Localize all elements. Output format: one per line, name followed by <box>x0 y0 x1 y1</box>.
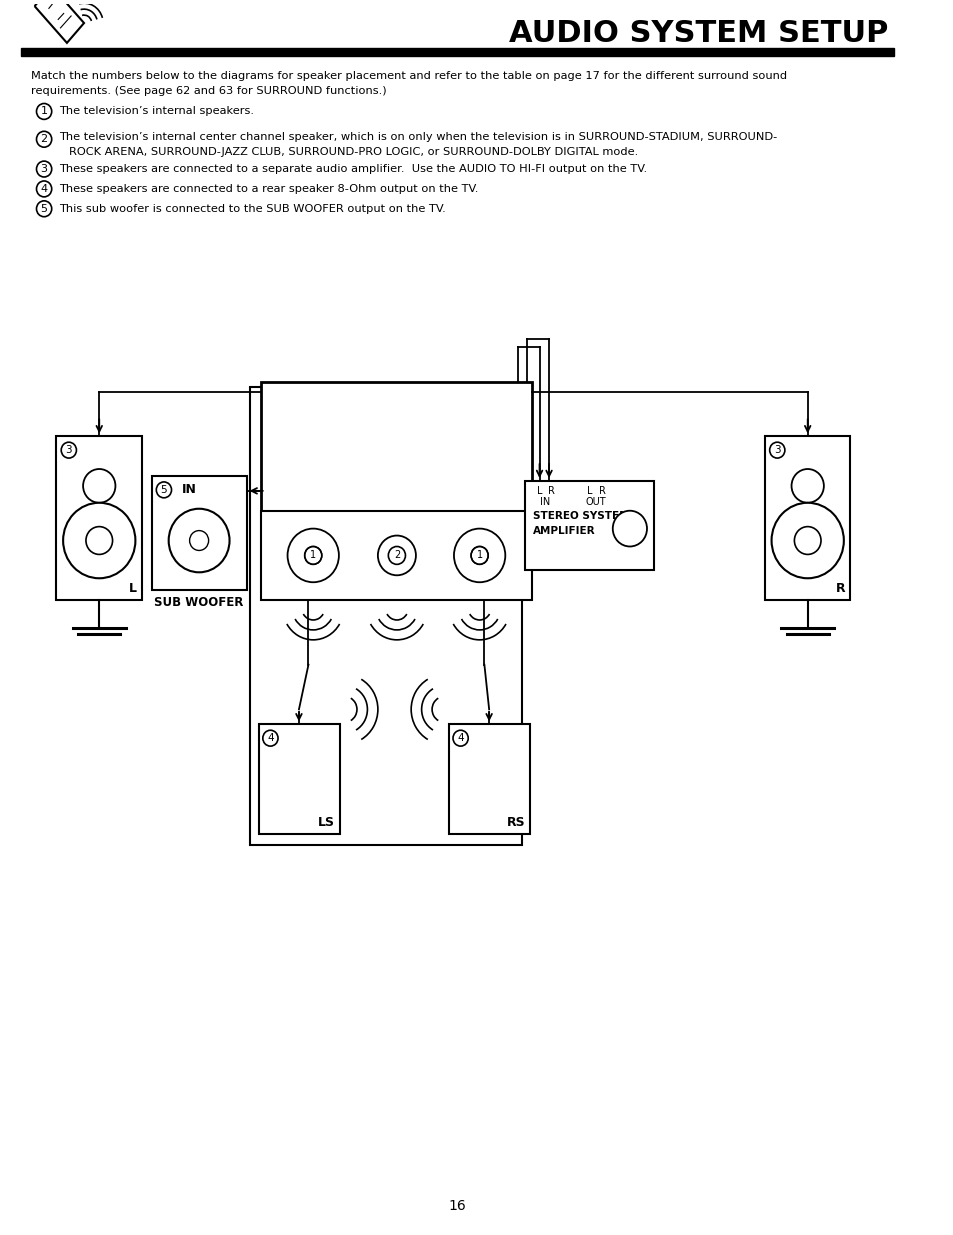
Circle shape <box>63 503 135 578</box>
Bar <box>261 382 532 511</box>
Circle shape <box>771 503 843 578</box>
Text: 5: 5 <box>160 485 167 495</box>
Text: L: L <box>587 485 592 496</box>
Text: IN: IN <box>182 483 196 496</box>
Circle shape <box>83 469 115 503</box>
Text: R: R <box>598 485 605 496</box>
Circle shape <box>86 526 112 555</box>
Text: 2: 2 <box>394 551 399 561</box>
Bar <box>259 724 339 834</box>
Text: 3: 3 <box>773 445 780 456</box>
Text: L: L <box>130 582 137 595</box>
Circle shape <box>287 529 338 582</box>
Circle shape <box>612 511 646 546</box>
Bar <box>449 724 530 834</box>
Text: 2: 2 <box>40 135 48 144</box>
Text: 4: 4 <box>267 734 274 743</box>
Bar <box>56 436 142 600</box>
Text: OUT: OUT <box>585 496 605 506</box>
Text: AUDIO SYSTEM SETUP: AUDIO SYSTEM SETUP <box>509 20 887 48</box>
Text: R: R <box>835 582 845 595</box>
Text: SUB WOOFER: SUB WOOFER <box>154 597 244 609</box>
Bar <box>250 387 522 846</box>
Text: 4: 4 <box>456 734 463 743</box>
Circle shape <box>377 536 416 576</box>
Circle shape <box>190 531 209 551</box>
Text: The television’s internal center channel speaker, which is on only when the tele: The television’s internal center channel… <box>59 132 777 142</box>
Circle shape <box>304 546 321 564</box>
Text: These speakers are connected to a separate audio amplifier.  Use the AUDIO TO HI: These speakers are connected to a separa… <box>59 164 647 174</box>
Text: STEREO SYSTEM: STEREO SYSTEM <box>533 511 629 521</box>
Text: 1: 1 <box>476 551 482 561</box>
Text: ROCK ARENA, SURROUND-JAZZ CLUB, SURROUND-PRO LOGIC, or SURROUND-DOLBY DIGITAL mo: ROCK ARENA, SURROUND-JAZZ CLUB, SURROUND… <box>69 147 638 157</box>
Text: 3: 3 <box>66 445 72 456</box>
Bar <box>764 436 850 600</box>
Text: L: L <box>537 485 541 496</box>
Text: AMPLIFIER: AMPLIFIER <box>533 526 595 536</box>
Text: RS: RS <box>506 815 525 829</box>
Text: 3: 3 <box>41 164 48 174</box>
Text: IN: IN <box>539 496 550 506</box>
Bar <box>21 48 893 56</box>
Circle shape <box>454 529 505 582</box>
Bar <box>152 475 247 590</box>
Text: 1: 1 <box>41 106 48 116</box>
Bar <box>261 511 532 600</box>
Text: LS: LS <box>317 815 335 829</box>
Circle shape <box>794 526 821 555</box>
Circle shape <box>791 469 823 503</box>
Text: 4: 4 <box>40 184 48 194</box>
Circle shape <box>471 546 488 564</box>
Circle shape <box>169 509 230 572</box>
Text: 1: 1 <box>310 551 316 561</box>
Text: Match the numbers below to the diagrams for speaker placement and refer to the t: Match the numbers below to the diagrams … <box>30 70 786 80</box>
Bar <box>525 480 653 571</box>
Text: This sub woofer is connected to the SUB WOOFER output on the TV.: This sub woofer is connected to the SUB … <box>59 204 446 214</box>
Text: 5: 5 <box>41 204 48 214</box>
Text: The television’s internal speakers.: The television’s internal speakers. <box>59 106 254 116</box>
Text: 16: 16 <box>449 1199 466 1213</box>
Text: R: R <box>548 485 555 496</box>
Text: These speakers are connected to a rear speaker 8-Ohm output on the TV.: These speakers are connected to a rear s… <box>59 184 478 194</box>
Text: requirements. (See page 62 and 63 for SURROUND functions.): requirements. (See page 62 and 63 for SU… <box>30 85 386 95</box>
